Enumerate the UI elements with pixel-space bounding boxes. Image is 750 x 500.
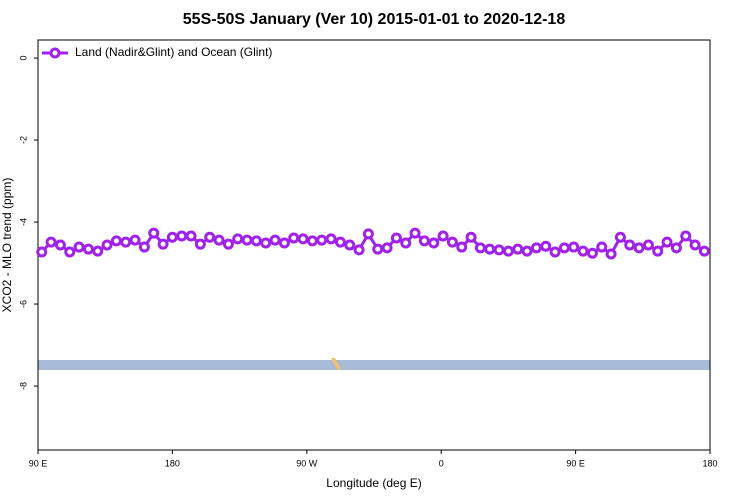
y-tick-label: -8 bbox=[18, 382, 28, 390]
data-point bbox=[605, 248, 617, 260]
data-point bbox=[400, 237, 412, 249]
data-point bbox=[446, 236, 458, 248]
data-point bbox=[54, 239, 66, 251]
data-point bbox=[213, 234, 225, 246]
data-point bbox=[689, 239, 701, 251]
data-point bbox=[166, 231, 178, 243]
data-point bbox=[484, 243, 496, 255]
data-point bbox=[138, 241, 150, 253]
x-axis-label: Longitude (deg E) bbox=[326, 476, 421, 490]
data-point bbox=[92, 245, 104, 257]
legend-marker bbox=[49, 47, 61, 59]
data-point bbox=[568, 241, 580, 253]
data-point bbox=[418, 235, 430, 247]
data-point bbox=[493, 244, 505, 256]
data-point bbox=[381, 242, 393, 254]
data-point bbox=[129, 234, 141, 246]
data-point bbox=[596, 241, 608, 253]
data-point bbox=[185, 230, 197, 242]
x-tick-label: 180 bbox=[702, 458, 717, 468]
y-tick-label: 0 bbox=[18, 56, 28, 61]
data-point bbox=[297, 233, 309, 245]
chart-title: 55S-50S January (Ver 10) 2015-01-01 to 2… bbox=[183, 11, 566, 28]
data-point bbox=[633, 242, 645, 254]
data-point bbox=[82, 243, 94, 255]
x-tick-label: 90 W bbox=[296, 458, 318, 468]
x-tick-label: 90 E bbox=[29, 458, 48, 468]
data-point bbox=[428, 237, 440, 249]
data-point bbox=[698, 245, 710, 257]
data-point bbox=[334, 236, 346, 248]
data-point bbox=[586, 247, 598, 259]
data-point bbox=[148, 227, 160, 239]
map-strip bbox=[38, 360, 710, 370]
y-axis-label: XCO2 - MLO trend (ppm) bbox=[0, 178, 14, 313]
data-point bbox=[390, 232, 402, 244]
data-point bbox=[222, 238, 234, 250]
data-point bbox=[624, 239, 636, 251]
x-tick-label: 90 E bbox=[566, 458, 585, 468]
data-point bbox=[73, 241, 85, 253]
data-point bbox=[306, 235, 318, 247]
data-point bbox=[45, 236, 57, 248]
plot-frame bbox=[37, 39, 711, 451]
data-point bbox=[288, 232, 300, 244]
data-point bbox=[549, 246, 561, 258]
data-point bbox=[36, 246, 48, 258]
data-point bbox=[437, 230, 449, 242]
data-point bbox=[465, 231, 477, 243]
data-point bbox=[614, 231, 626, 243]
data-point bbox=[101, 239, 113, 251]
data-point bbox=[362, 228, 374, 240]
data-point bbox=[278, 237, 290, 249]
data-point bbox=[558, 242, 570, 254]
data-point bbox=[250, 235, 262, 247]
data-point bbox=[64, 246, 76, 258]
data-point bbox=[120, 236, 132, 248]
data-point bbox=[157, 238, 169, 250]
data-point bbox=[680, 230, 692, 242]
data-point bbox=[409, 227, 421, 239]
data-point bbox=[260, 237, 272, 249]
data-point bbox=[269, 234, 281, 246]
data-point bbox=[661, 236, 673, 248]
data-point bbox=[474, 242, 486, 254]
x-tick-label: 0 bbox=[439, 458, 444, 468]
data-point bbox=[502, 245, 514, 257]
data-point bbox=[316, 234, 328, 246]
y-tick-label: -4 bbox=[18, 218, 28, 226]
legend-label: Land (Nadir&Glint) and Ocean (Glint) bbox=[75, 45, 272, 59]
map-land bbox=[331, 358, 341, 370]
data-point bbox=[372, 243, 384, 255]
data-point bbox=[232, 233, 244, 245]
data-point bbox=[194, 238, 206, 250]
data-point bbox=[577, 245, 589, 257]
y-tick-label: -6 bbox=[18, 300, 28, 308]
data-point bbox=[670, 242, 682, 254]
data-point bbox=[530, 242, 542, 254]
data-point bbox=[176, 230, 188, 242]
data-point bbox=[344, 239, 356, 251]
y-tick-label: -2 bbox=[18, 136, 28, 144]
x-tick-label: 180 bbox=[165, 458, 180, 468]
data-point bbox=[512, 243, 524, 255]
data-point bbox=[204, 231, 216, 243]
data-point bbox=[110, 235, 122, 247]
data-point bbox=[353, 244, 365, 256]
data-point bbox=[241, 234, 253, 246]
data-point bbox=[456, 241, 468, 253]
data-point bbox=[540, 240, 552, 252]
data-point bbox=[521, 245, 533, 257]
data-point bbox=[325, 233, 337, 245]
data-point bbox=[652, 245, 664, 257]
data-point bbox=[642, 239, 654, 251]
